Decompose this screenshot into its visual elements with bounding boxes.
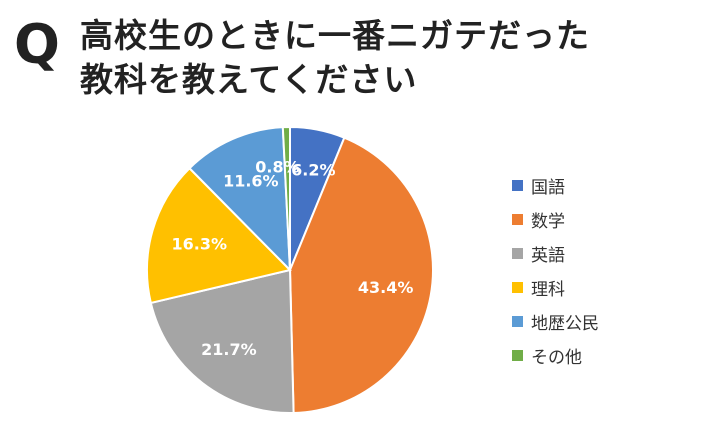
legend-swatch [512, 179, 523, 191]
legend-label: 数学 [531, 211, 565, 232]
pie-slices [146, 125, 434, 414]
legend-swatch [512, 247, 523, 259]
legend-swatch [512, 349, 523, 361]
legend-label: 地歴公民 [531, 313, 599, 334]
question-mark: Q [14, 13, 60, 76]
pie-slice-4 [188, 126, 292, 273]
legend-item-3: 理科 [512, 270, 599, 304]
data-label-3: 16.3% [172, 234, 228, 253]
data-label-4: 11.6% [223, 172, 279, 191]
data-label-1: 43.4% [358, 278, 414, 297]
pie-slice-2 [149, 268, 295, 414]
legend-label: その他 [531, 347, 582, 368]
legend-swatch [512, 315, 523, 327]
legend-item-0: 国語 [512, 168, 599, 202]
chart-legend: 国語数学英語理科地歴公民その他 [512, 168, 599, 372]
legend-label: 国語 [531, 177, 565, 198]
pie-data-labels: 6.2% 43.4% 21.7% 16.3% 11.6%0.8% [172, 157, 414, 358]
pie-slice-3 [146, 166, 292, 305]
legend-item-4: 地歴公民 [512, 304, 599, 338]
legend-label: 英語 [531, 245, 565, 266]
data-label-5: 0.8% [255, 157, 299, 176]
legend-swatch [512, 213, 523, 225]
pie-slice-5 [281, 125, 291, 271]
pie-slice-1 [288, 136, 434, 414]
legend-item-2: 英語 [512, 236, 599, 270]
data-label-2: 21.7% [201, 340, 257, 359]
legend-swatch [512, 281, 523, 293]
legend-label: 理科 [531, 279, 565, 300]
chart-title: 高校生のときに一番ニガテだった 教科を教えてください [80, 16, 590, 99]
legend-item-5: その他 [512, 338, 599, 372]
data-label-0: 6.2% [291, 160, 335, 179]
legend-item-1: 数学 [512, 202, 599, 236]
